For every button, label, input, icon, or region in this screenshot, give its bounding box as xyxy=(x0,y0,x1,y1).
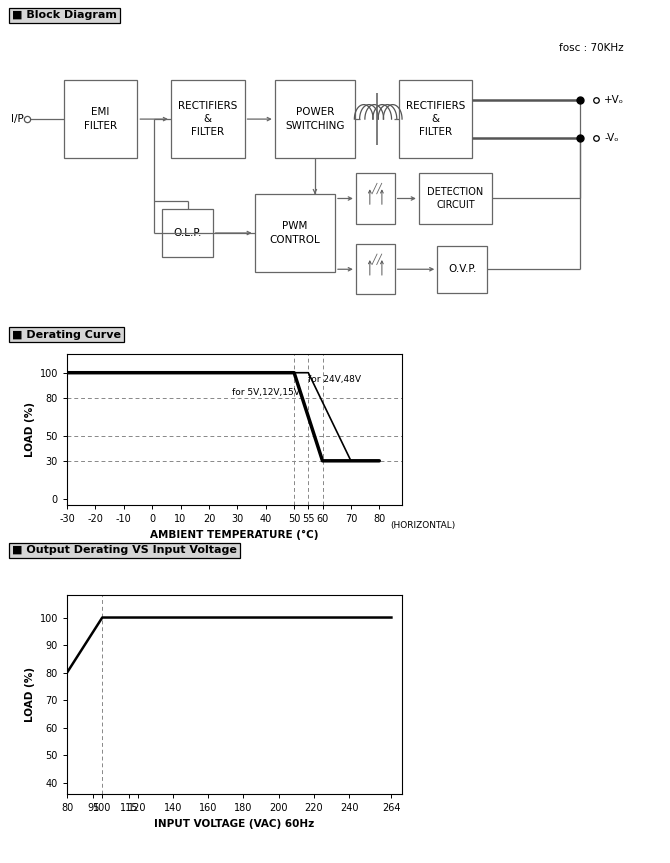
Text: for 5V,12V,15V: for 5V,12V,15V xyxy=(232,387,299,397)
FancyBboxPatch shape xyxy=(437,245,487,293)
Text: PWM
CONTROL: PWM CONTROL xyxy=(269,222,320,244)
FancyBboxPatch shape xyxy=(419,173,492,224)
FancyBboxPatch shape xyxy=(356,244,395,294)
Text: +Vₒ: +Vₒ xyxy=(604,95,624,105)
Text: O.L.P.: O.L.P. xyxy=(174,228,202,238)
Text: I/P: I/P xyxy=(11,114,23,124)
Y-axis label: LOAD (%): LOAD (%) xyxy=(25,402,36,457)
FancyBboxPatch shape xyxy=(64,80,137,158)
Text: ■ Derating Curve: ■ Derating Curve xyxy=(12,330,121,340)
Text: RECTIFIERS
&
FILTER: RECTIFIERS & FILTER xyxy=(406,101,465,137)
X-axis label: AMBIENT TEMPERATURE (°C): AMBIENT TEMPERATURE (°C) xyxy=(150,529,319,539)
Text: POWER
SWITCHING: POWER SWITCHING xyxy=(285,108,344,130)
X-axis label: INPUT VOLTAGE (VAC) 60Hz: INPUT VOLTAGE (VAC) 60Hz xyxy=(154,818,315,828)
Text: (HORIZONTAL): (HORIZONTAL) xyxy=(391,521,456,530)
FancyBboxPatch shape xyxy=(399,80,472,158)
Text: EMI
FILTER: EMI FILTER xyxy=(84,108,117,130)
FancyBboxPatch shape xyxy=(255,194,335,272)
Text: for 24V,48V: for 24V,48V xyxy=(308,375,361,384)
Text: ■ Block Diagram: ■ Block Diagram xyxy=(12,10,117,21)
FancyBboxPatch shape xyxy=(356,173,395,224)
FancyBboxPatch shape xyxy=(275,80,355,158)
Y-axis label: LOAD (%): LOAD (%) xyxy=(25,667,36,722)
Text: ■ Output Derating VS Input Voltage: ■ Output Derating VS Input Voltage xyxy=(12,545,237,556)
Text: DETECTION
CIRCUIT: DETECTION CIRCUIT xyxy=(427,187,484,210)
FancyBboxPatch shape xyxy=(163,209,213,257)
Text: -Vₒ: -Vₒ xyxy=(604,133,619,143)
FancyBboxPatch shape xyxy=(171,80,245,158)
Text: O.V.P.: O.V.P. xyxy=(448,264,476,274)
Text: RECTIFIERS
&
FILTER: RECTIFIERS & FILTER xyxy=(178,101,237,137)
Text: fosc : 70KHz: fosc : 70KHz xyxy=(559,43,624,54)
